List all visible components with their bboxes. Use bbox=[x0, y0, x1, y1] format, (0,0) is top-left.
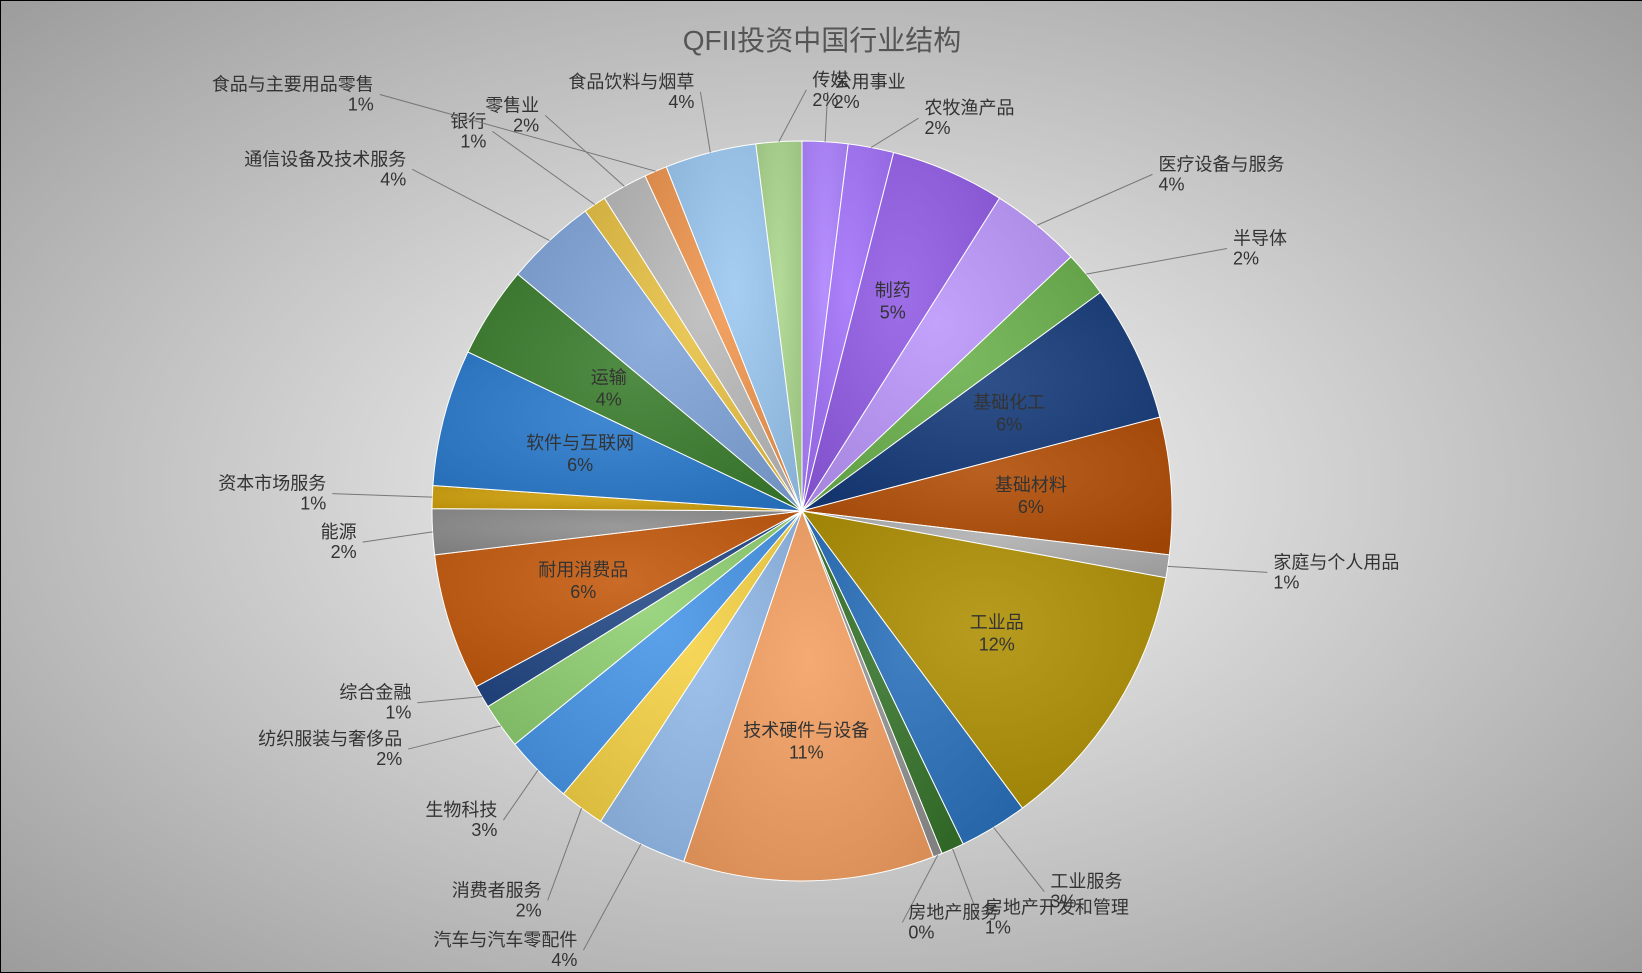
slice-label-pct: 4% bbox=[380, 169, 406, 189]
leader-line bbox=[1037, 174, 1152, 225]
chart-container: QFII投资中国行业结构 公用事业2%农牧渔产品2%制药5%医疗设备与服务4%半… bbox=[0, 0, 1642, 973]
slice-label-pct: 6% bbox=[996, 414, 1022, 434]
leader-line bbox=[545, 115, 624, 186]
slice-label-pct: 1% bbox=[460, 131, 486, 151]
slice-label-pct: 4% bbox=[596, 389, 622, 409]
leader-line bbox=[332, 494, 432, 498]
slice-label-pct: 2% bbox=[331, 542, 357, 562]
slice-label: 基础材料 bbox=[995, 475, 1067, 495]
leader-line bbox=[417, 697, 482, 703]
slice-label: 工业服务 bbox=[1050, 872, 1122, 892]
slice-label: 消费者服务 bbox=[452, 880, 542, 900]
leader-line bbox=[1168, 566, 1268, 572]
slice-label: 房地产服务 bbox=[908, 902, 998, 922]
slice-label-pct: 4% bbox=[551, 950, 577, 970]
slice-label: 银行 bbox=[450, 111, 486, 131]
slice-label: 技术硬件与设备 bbox=[743, 720, 869, 740]
slice-label: 生物科技 bbox=[425, 800, 497, 820]
slice-label-pct: 5% bbox=[880, 302, 906, 322]
slice-label-pct: 1% bbox=[300, 494, 326, 514]
slice-label: 工业品 bbox=[970, 612, 1024, 632]
leader-line bbox=[492, 131, 594, 204]
slice-label-pct: 2% bbox=[925, 118, 951, 138]
slice-label: 耐用消费品 bbox=[538, 560, 628, 580]
slice-label: 零售业 bbox=[485, 95, 539, 115]
slice-label: 家庭与个人用品 bbox=[1273, 552, 1399, 572]
pie-chart-svg: 公用事业2%农牧渔产品2%制药5%医疗设备与服务4%半导体2%基础化工6%基础材… bbox=[1, 1, 1642, 972]
slice-label-pct: 12% bbox=[979, 634, 1015, 654]
leader-line bbox=[779, 90, 806, 142]
leader-line bbox=[412, 169, 549, 240]
slice-label-pct: 1% bbox=[348, 94, 374, 114]
slice-label: 医疗设备与服务 bbox=[1158, 154, 1284, 174]
slice-label: 房地产开发和管理 bbox=[985, 897, 1129, 917]
slice-label: 传媒 bbox=[812, 70, 848, 90]
slice-label-pct: 1% bbox=[385, 703, 411, 723]
leader-line bbox=[503, 770, 538, 820]
leader-line bbox=[408, 726, 501, 749]
slice-label-pct: 6% bbox=[1018, 497, 1044, 517]
slice-label: 食品饮料与烟草 bbox=[568, 72, 694, 92]
slice-label-pct: 6% bbox=[567, 455, 593, 475]
slice-label-pct: 2% bbox=[1233, 249, 1259, 269]
chart-title: QFII投资中国行业结构 bbox=[1, 19, 1642, 59]
slice-label: 汽车与汽车零配件 bbox=[433, 930, 577, 950]
leader-line bbox=[548, 808, 582, 900]
slice-label-pct: 0% bbox=[908, 922, 934, 942]
slice-label-pct: 2% bbox=[376, 749, 402, 769]
leader-line bbox=[363, 532, 433, 542]
slice-label: 制药 bbox=[875, 280, 911, 300]
leader-line bbox=[994, 828, 1045, 892]
slice-label: 通信设备及技术服务 bbox=[244, 149, 406, 169]
slice-label: 资本市场服务 bbox=[218, 474, 326, 494]
slice-label-pct: 11% bbox=[789, 742, 824, 762]
leader-line bbox=[583, 844, 640, 950]
slice-label: 纺织服装与奢侈品 bbox=[258, 729, 402, 749]
slice-label: 农牧渔产品 bbox=[925, 98, 1015, 118]
slice-label: 半导体 bbox=[1233, 229, 1287, 249]
leader-line bbox=[871, 118, 918, 147]
leader-line bbox=[1086, 249, 1227, 275]
slice-label-pct: 1% bbox=[1273, 572, 1299, 592]
pie-slices-group bbox=[432, 141, 1172, 881]
leader-line bbox=[700, 92, 710, 153]
slice-label-pct: 4% bbox=[668, 92, 694, 112]
slice-label-pct: 4% bbox=[1158, 174, 1184, 194]
slice-label-pct: 2% bbox=[812, 90, 838, 110]
slice-label: 软件与互联网 bbox=[526, 433, 634, 453]
slice-label-pct: 2% bbox=[516, 900, 542, 920]
slice-label-pct: 3% bbox=[471, 820, 497, 840]
slice-label: 能源 bbox=[321, 522, 357, 542]
slice-label: 综合金融 bbox=[339, 683, 411, 703]
slice-label-pct: 6% bbox=[570, 582, 596, 602]
slice-label: 基础化工 bbox=[973, 392, 1045, 412]
slice-label: 运输 bbox=[591, 367, 627, 387]
slice-label: 食品与主要用品零售 bbox=[212, 74, 374, 94]
